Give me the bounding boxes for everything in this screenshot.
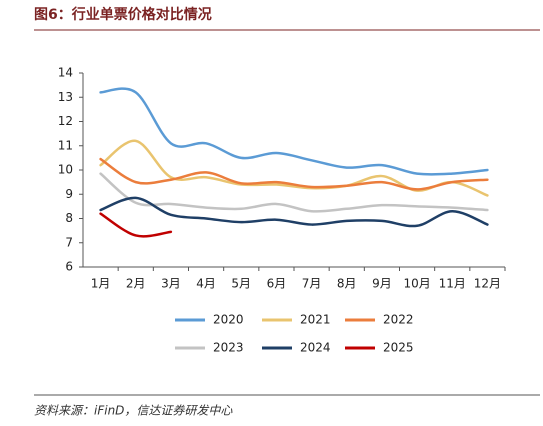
x-tick-label: 10月 (403, 277, 430, 291)
legend-label: 2021 (300, 313, 331, 327)
source: 资料来源：iFinD，信达证券研发中心 (34, 404, 233, 418)
y-tick-label: 14 (58, 66, 73, 80)
x-tick-label: 6月 (267, 277, 287, 291)
x-tick-label: 5月 (231, 277, 251, 291)
x-tick-label: 1月 (91, 277, 111, 291)
y-tick-label: 6 (65, 260, 73, 274)
y-tick-label: 9 (65, 187, 73, 201)
y-tick-label: 12 (58, 114, 73, 128)
legend-label: 2024 (300, 341, 331, 355)
line-series (99, 172, 489, 213)
chart-title: 图6：行业单票价格对比情况 (34, 6, 212, 23)
x-tick-label: 4月 (196, 277, 216, 291)
x-tick-label: 11月 (439, 277, 466, 291)
y-tick-label: 13 (58, 90, 73, 104)
x-tick-label: 8月 (337, 277, 357, 291)
y-tick-label: 11 (58, 138, 73, 152)
legend-label: 2020 (213, 313, 244, 327)
y-tick-label: 8 (65, 211, 73, 225)
x-tick-label: 12月 (474, 277, 501, 291)
x-tick-label: 7月 (302, 277, 322, 291)
x-tick-label: 2月 (126, 277, 146, 291)
legend-label: 2025 (383, 341, 414, 355)
legend-label: 2022 (383, 313, 414, 327)
line-series (99, 157, 489, 191)
y-tick-label: 10 (58, 163, 73, 177)
line-series (99, 212, 173, 238)
line-series (99, 87, 489, 176)
line-series (99, 196, 489, 228)
legend-label: 2023 (213, 341, 244, 355)
line-series (99, 139, 489, 197)
y-tick-label: 7 (65, 235, 73, 249)
x-tick-label: 3月 (161, 277, 181, 291)
x-tick-label: 9月 (372, 277, 392, 291)
